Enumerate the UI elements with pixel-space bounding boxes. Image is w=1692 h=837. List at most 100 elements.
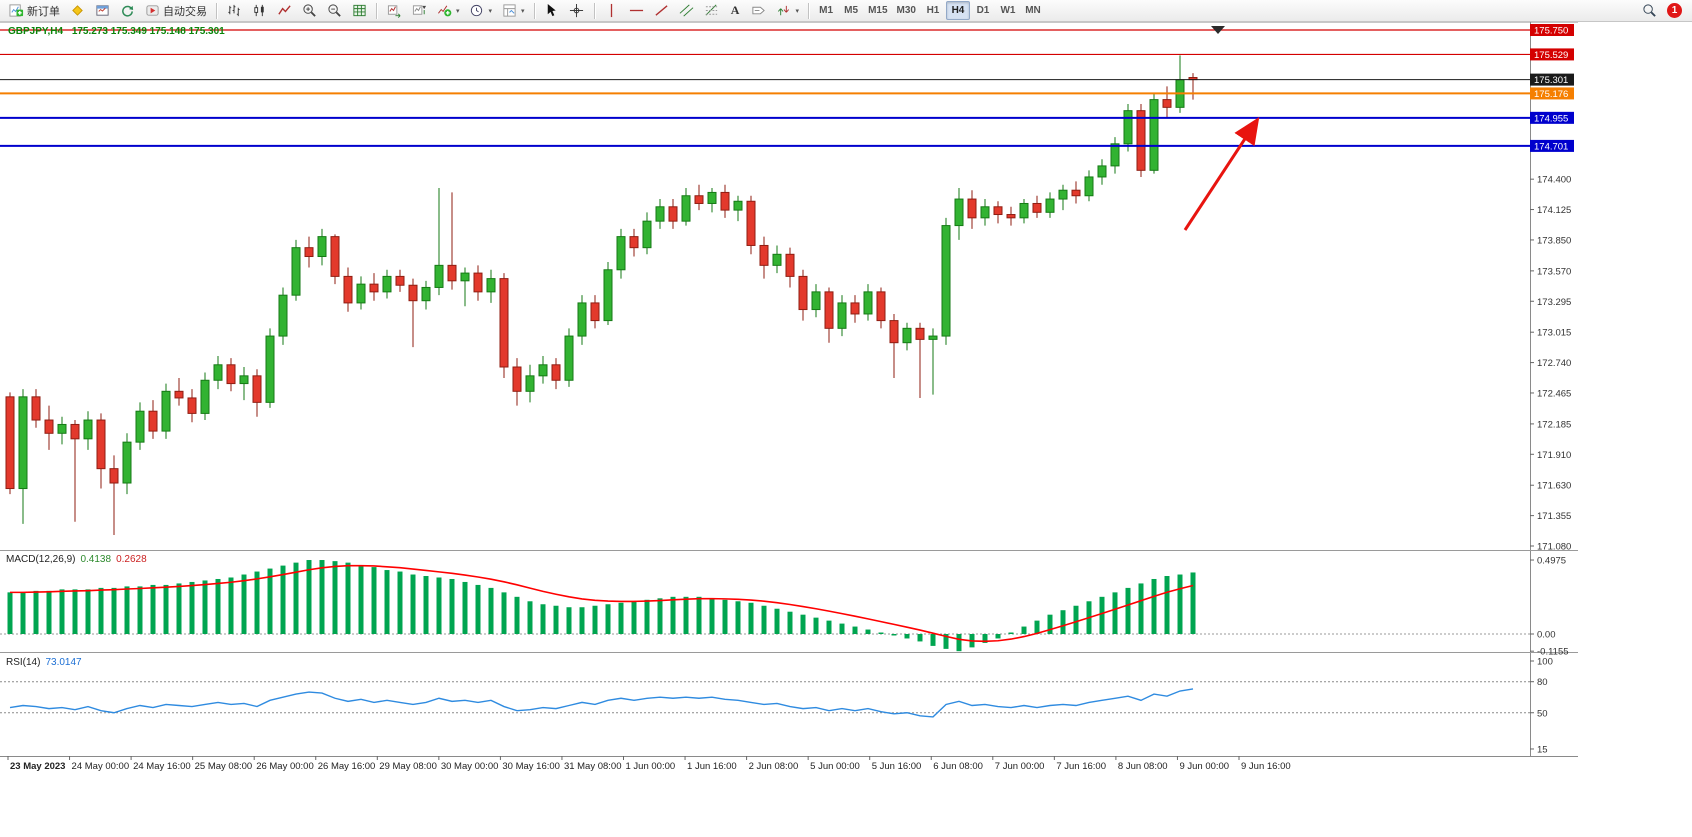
macd-histogram-bar [696, 596, 702, 634]
time-axis-label: 7 Jun 00:00 [995, 761, 1045, 772]
macd-histogram-bar [111, 587, 117, 634]
macd-histogram-bar [85, 589, 91, 634]
clock-icon [469, 3, 485, 19]
notification-badge[interactable]: 1 [1667, 3, 1682, 18]
candle [317, 228, 327, 266]
refresh-button[interactable] [115, 1, 139, 20]
candle [70, 420, 80, 522]
text-tool-button[interactable]: A [725, 1, 746, 20]
new-order-button[interactable]: 新订单 [4, 1, 64, 20]
macd-axis-label: -0.1155 [1537, 647, 1569, 658]
macd-histogram-bar [774, 608, 780, 634]
candle [1006, 206, 1016, 226]
candle [915, 322, 925, 398]
chart-canvas[interactable]: 174.400 174.125 173.850 173.570 173.295 173.0… [0, 22, 1692, 837]
auto-trading-button[interactable]: 自动交易 [140, 1, 211, 20]
time-axis-label: 30 May 00:00 [441, 761, 499, 772]
crosshair-button[interactable] [565, 1, 589, 20]
horizontal-line-button[interactable] [625, 1, 649, 20]
candle [1149, 92, 1159, 174]
timeframe-m5-button[interactable]: M5 [839, 1, 863, 20]
macd-signal-line [10, 564, 1194, 643]
arrows-tool-button[interactable]: ▾ [772, 1, 804, 20]
candlestick-chart-button[interactable] [247, 1, 271, 20]
macd-histogram-bar [332, 561, 338, 634]
candle [83, 411, 93, 450]
auto-trading-icon [144, 3, 160, 19]
candle [1162, 86, 1172, 119]
text-label-button[interactable] [747, 1, 771, 20]
fibonacci-button[interactable] [700, 1, 724, 20]
time-axis-label: 2 Jun 08:00 [749, 761, 799, 772]
vertical-line-button[interactable] [600, 1, 624, 20]
chart-shift-button[interactable] [407, 1, 431, 20]
macd-histogram-bar [241, 574, 247, 634]
macd-histogram-bar [462, 581, 468, 634]
channel-button[interactable] [675, 1, 699, 20]
price-line-label-box [1530, 111, 1574, 124]
macd-histogram-bar [553, 605, 559, 634]
chart-shift-marker[interactable] [1211, 26, 1225, 34]
macd-histogram-bar [540, 604, 546, 634]
macd-histogram-bar [228, 577, 234, 634]
data-window-button[interactable] [90, 1, 114, 20]
candle [174, 378, 184, 406]
macd-histogram-bar [943, 634, 949, 649]
candle [382, 269, 392, 299]
rsi-indicator-label: RSI(14) 73.0147 [6, 657, 82, 668]
auto-scroll-button[interactable] [382, 1, 406, 20]
timeframe-d1-button[interactable]: D1 [971, 1, 995, 20]
macd-histogram-bar [904, 634, 910, 639]
candle [122, 433, 132, 495]
periods-button[interactable]: ▾ [465, 1, 497, 20]
search-button[interactable] [1637, 1, 1661, 20]
time-axis-label: 29 May 08:00 [379, 761, 437, 772]
macd-histogram-bar [813, 617, 819, 634]
candle [772, 245, 782, 274]
tile-windows-button[interactable] [347, 1, 371, 20]
zoom-in-button[interactable] [297, 1, 321, 20]
timeframe-w1-button[interactable]: W1 [996, 1, 1020, 20]
timeframe-mn-button[interactable]: MN [1021, 1, 1045, 20]
macd-histogram-bar [618, 602, 624, 634]
macd-histogram-bar [150, 584, 156, 634]
price-line-label: 174.955 [1534, 113, 1568, 124]
candle [291, 239, 301, 301]
candle [421, 280, 431, 310]
cursor-button[interactable] [540, 1, 564, 20]
candle [668, 199, 678, 229]
candle [200, 372, 210, 421]
macd-histogram-bar [826, 620, 832, 634]
timeframe-h1-button[interactable]: H1 [921, 1, 945, 20]
candle [31, 389, 41, 428]
macd-histogram-bar [657, 598, 663, 634]
candle [1136, 104, 1146, 177]
macd-histogram-bar [176, 583, 182, 634]
bar-chart-button[interactable] [222, 1, 246, 20]
line-chart-button[interactable] [272, 1, 296, 20]
trendline-button[interactable] [650, 1, 674, 20]
macd-histogram-bar [33, 590, 39, 634]
candle [135, 402, 145, 450]
market-watch-button[interactable] [65, 1, 89, 20]
timeframe-m30-button[interactable]: M30 [893, 1, 920, 20]
candlestick-chart-icon [251, 3, 267, 19]
trend-arrow-annotation[interactable] [1183, 116, 1260, 231]
timeframe-h4-button[interactable]: H4 [945, 1, 970, 20]
candle [1084, 170, 1094, 202]
price-axis-label: 173.570 [1537, 266, 1571, 277]
macd-histogram-bar [605, 604, 611, 634]
timeframe-m1-button[interactable]: M1 [814, 1, 838, 20]
price-axis-label: 171.630 [1537, 481, 1571, 492]
price-line-label-box [1530, 73, 1574, 86]
timeframe-m15-button[interactable]: M15 [864, 1, 891, 20]
macd-histogram-bar [1073, 605, 1079, 634]
zoom-out-button[interactable] [322, 1, 346, 20]
indicators-button[interactable]: ▾ [432, 1, 464, 20]
price-line-label: 174.701 [1534, 141, 1568, 152]
rsi-line [9, 688, 1194, 718]
channel-icon [679, 3, 695, 19]
chevron-down-icon: ▾ [795, 7, 800, 15]
templates-button[interactable]: ▾ [497, 1, 529, 20]
